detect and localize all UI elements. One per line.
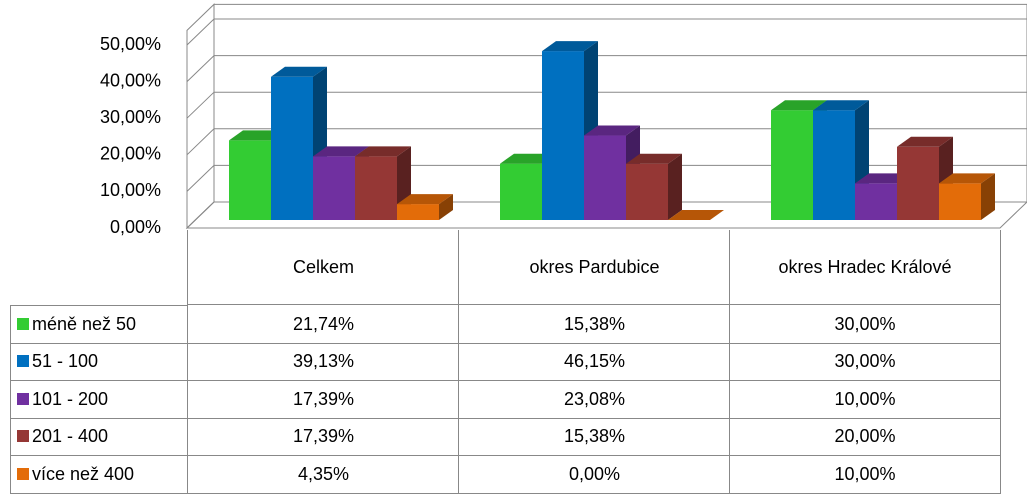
bar-top bbox=[584, 125, 640, 136]
bar-top bbox=[626, 153, 682, 164]
bar bbox=[626, 153, 682, 220]
table-value: 20,00% bbox=[729, 417, 1001, 456]
legend-cell: 101 - 200 bbox=[10, 380, 188, 419]
bar-front bbox=[939, 183, 981, 220]
y-tick-label: 20,00% bbox=[100, 144, 161, 164]
grid-line bbox=[186, 201, 1027, 229]
bar-front bbox=[855, 183, 897, 220]
bar-front bbox=[584, 135, 626, 220]
bar-top bbox=[668, 210, 724, 220]
table-value: 10,00% bbox=[729, 380, 1001, 419]
grid-line bbox=[186, 128, 1027, 156]
grid-line bbox=[186, 164, 1027, 192]
table-value: 23,08% bbox=[458, 380, 730, 419]
legend-label: méně než 50 bbox=[32, 314, 137, 335]
y-tick-label: 30,00% bbox=[100, 107, 161, 127]
legend-label: 201 - 400 bbox=[32, 426, 109, 447]
bar-side bbox=[668, 153, 682, 220]
bar-top bbox=[271, 66, 327, 77]
table-value: 4,35% bbox=[187, 455, 459, 494]
legend-cell: méně než 50 bbox=[10, 305, 188, 344]
legend-label: 51 - 100 bbox=[32, 351, 99, 372]
legend-cell: 201 - 400 bbox=[10, 417, 188, 456]
table-value: 17,39% bbox=[187, 380, 459, 419]
table-value: 30,00% bbox=[729, 305, 1001, 344]
bar-top bbox=[313, 146, 369, 157]
bar-top bbox=[897, 136, 953, 147]
bar-top bbox=[939, 173, 995, 184]
legend-swatch bbox=[17, 467, 29, 480]
bar-top bbox=[355, 146, 411, 157]
y-tick-label: 40,00% bbox=[100, 70, 161, 90]
bar-front bbox=[542, 51, 584, 220]
bar-front bbox=[271, 76, 313, 220]
bar-front bbox=[313, 156, 355, 220]
table-value: 17,39% bbox=[187, 417, 459, 456]
bar-front bbox=[771, 110, 813, 220]
y-tick-label: 0,00% bbox=[110, 217, 161, 237]
legend-cell: více než 400 bbox=[10, 455, 188, 494]
bar-top bbox=[813, 100, 869, 111]
left-wall bbox=[186, 3, 215, 230]
chart: 0,00% 10,00% 20,00% 30,00% 40,00% 50,00% bbox=[100, 3, 1027, 237]
bar bbox=[397, 194, 453, 220]
y-tick-label: 10,00% bbox=[100, 180, 161, 200]
legend-swatch bbox=[17, 392, 29, 405]
table-value: 0,00% bbox=[458, 455, 730, 494]
bar-top bbox=[771, 100, 827, 111]
table-value: 21,74% bbox=[187, 305, 459, 344]
legend-swatch bbox=[17, 430, 29, 443]
y-tick-label: 50,00% bbox=[100, 34, 161, 54]
bar-front bbox=[229, 140, 271, 220]
bar bbox=[939, 173, 995, 220]
bar-front bbox=[897, 146, 939, 220]
bar bbox=[271, 66, 327, 220]
bar-front bbox=[355, 156, 397, 220]
bar-top bbox=[542, 41, 598, 52]
table-value: 39,13% bbox=[187, 342, 459, 381]
column-header: okres Pardubice bbox=[458, 230, 730, 305]
bar-side bbox=[439, 194, 453, 220]
legend-cell: 51 - 100 bbox=[10, 342, 188, 381]
bar-top bbox=[397, 194, 453, 205]
bar bbox=[584, 125, 640, 220]
bar bbox=[668, 210, 724, 220]
grid-line bbox=[186, 18, 1027, 46]
column-header: okres Hradec Králové bbox=[729, 230, 1001, 305]
grid-line bbox=[186, 55, 1027, 82]
column-header: Celkem bbox=[187, 230, 459, 305]
bar-front bbox=[397, 204, 439, 220]
table-value: 30,00% bbox=[729, 342, 1001, 381]
grid-line bbox=[186, 91, 1027, 119]
legend-swatch bbox=[17, 355, 29, 368]
bar-front bbox=[626, 163, 668, 220]
bar-front bbox=[813, 110, 855, 220]
table-value: 15,38% bbox=[458, 305, 730, 344]
bar-front bbox=[500, 163, 542, 220]
table-value: 15,38% bbox=[458, 417, 730, 456]
legend-swatch bbox=[17, 318, 29, 331]
table-value: 10,00% bbox=[729, 455, 1001, 494]
table-value: 46,15% bbox=[458, 342, 730, 381]
legend-label: více než 400 bbox=[32, 463, 135, 484]
legend-label: 101 - 200 bbox=[32, 388, 109, 409]
bar-side bbox=[981, 173, 995, 220]
